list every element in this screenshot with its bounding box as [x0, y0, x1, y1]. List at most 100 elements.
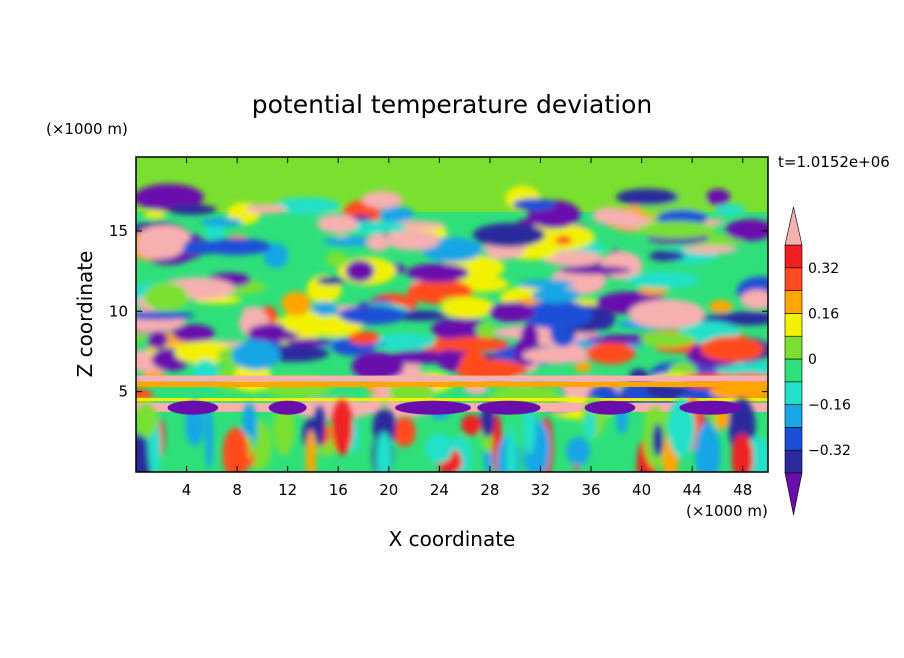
contour-patch — [268, 400, 307, 415]
field-band — [136, 382, 768, 387]
contour-patch — [172, 324, 215, 343]
contour-patch — [506, 424, 517, 472]
contour-patch — [384, 229, 440, 251]
contour-patch — [323, 236, 380, 247]
x-tick-label: 40 — [632, 481, 651, 499]
contour-patch — [272, 197, 341, 215]
contour-patch — [389, 350, 448, 364]
x-unit-label: (×1000 m) — [686, 502, 768, 520]
contour-patch — [314, 405, 325, 447]
time-label: t=1.0152e+06 — [778, 153, 890, 171]
contour-patch — [679, 400, 743, 415]
contour-field — [136, 157, 768, 472]
colorbar-extend-high — [784, 206, 803, 246]
colorbar-segment — [784, 290, 803, 314]
colorbar-segment — [784, 313, 803, 337]
contour-patch — [640, 332, 696, 348]
contour-patch — [136, 183, 204, 211]
contour-patch — [273, 403, 295, 456]
contour-patch — [626, 271, 701, 289]
y-tick-label: 10 — [109, 302, 128, 320]
contour-patch — [522, 300, 594, 329]
contour-patch — [714, 203, 747, 216]
contour-patch — [245, 204, 287, 214]
contour-patch — [522, 405, 536, 455]
x-tick-label: 8 — [232, 481, 242, 499]
contour-patch — [376, 431, 393, 472]
contour-patch — [143, 210, 166, 219]
contour-patch — [431, 317, 492, 341]
contour-patch — [555, 235, 572, 245]
contour-patch — [231, 340, 281, 370]
x-tick-label: 28 — [480, 481, 499, 499]
x-tick-label: 32 — [531, 481, 550, 499]
contour-patch — [351, 351, 405, 382]
contour-patch — [472, 223, 546, 248]
contour-patch — [488, 301, 535, 323]
contour-patch — [461, 414, 482, 436]
plot-frame — [135, 156, 769, 473]
contour-patch — [326, 251, 347, 268]
x-tick-label: 20 — [379, 481, 398, 499]
contour-patch — [345, 260, 375, 283]
colorbar-segment — [784, 358, 803, 383]
y-axis-label: Z coordinate — [73, 251, 97, 378]
contour-patch — [316, 276, 346, 285]
contour-patch — [395, 400, 471, 415]
chart-title: potential temperature deviation — [252, 90, 652, 119]
contour-patch — [695, 422, 721, 472]
colorbar-segment — [784, 244, 803, 269]
contour-patch — [592, 207, 627, 225]
contour-patch — [566, 437, 590, 466]
contour-patch — [406, 263, 469, 283]
contour-patch — [740, 289, 768, 310]
x-tick-label: 12 — [278, 481, 297, 499]
y-axis: 5 10 15 — [109, 222, 768, 401]
contour-patch — [628, 299, 706, 329]
contour-patch — [366, 233, 390, 252]
contour-patch — [136, 403, 157, 438]
contour-patch — [201, 238, 272, 256]
contour-patch — [652, 423, 664, 457]
contour-patch — [512, 198, 556, 211]
contour-patch — [584, 400, 636, 415]
contour-patch — [520, 323, 539, 353]
colorbar-tick-label: 0 — [808, 352, 817, 368]
contour-patch — [522, 346, 592, 364]
contour-patch — [649, 250, 685, 262]
y-tick-label: 5 — [118, 383, 128, 401]
contour-patch — [668, 398, 696, 458]
contour-patch — [531, 287, 580, 304]
x-tick-label: 4 — [182, 481, 192, 499]
contour-patch — [370, 333, 436, 351]
contour-patch — [222, 427, 250, 472]
contour-patch — [136, 311, 195, 320]
colorbar-extend-low — [784, 472, 803, 516]
x-tick-label: 48 — [733, 481, 752, 499]
colorbar-segment — [784, 335, 803, 360]
contour-patch — [559, 265, 631, 275]
contour-patch — [517, 279, 574, 289]
colorbar: 0.32 0.16 0 −0.16 −0.32 — [784, 206, 851, 516]
contour-patch — [700, 336, 764, 362]
y-tick-label: 15 — [109, 222, 128, 240]
contour-patch — [705, 188, 731, 206]
x-axis: 4 8 12 16 20 24 28 32 36 40 44 48 — [182, 157, 752, 499]
contour-patch — [338, 305, 407, 325]
colorbar-tick-label: −0.32 — [808, 443, 851, 459]
contour-patch — [331, 399, 353, 455]
contour-patch — [263, 243, 289, 268]
contour-patch — [637, 221, 716, 239]
contour-patch — [586, 342, 636, 365]
contour-patch — [542, 250, 604, 266]
contour-patch — [575, 361, 592, 373]
contour-patch — [393, 416, 416, 447]
x-tick-label: 44 — [683, 481, 702, 499]
contour-patch — [316, 214, 359, 234]
colorbar-segment — [784, 427, 803, 451]
colorbar-segment — [784, 381, 803, 405]
colorbar-segment — [784, 267, 803, 291]
contour-patch — [167, 204, 217, 215]
contour-patch — [616, 188, 679, 206]
